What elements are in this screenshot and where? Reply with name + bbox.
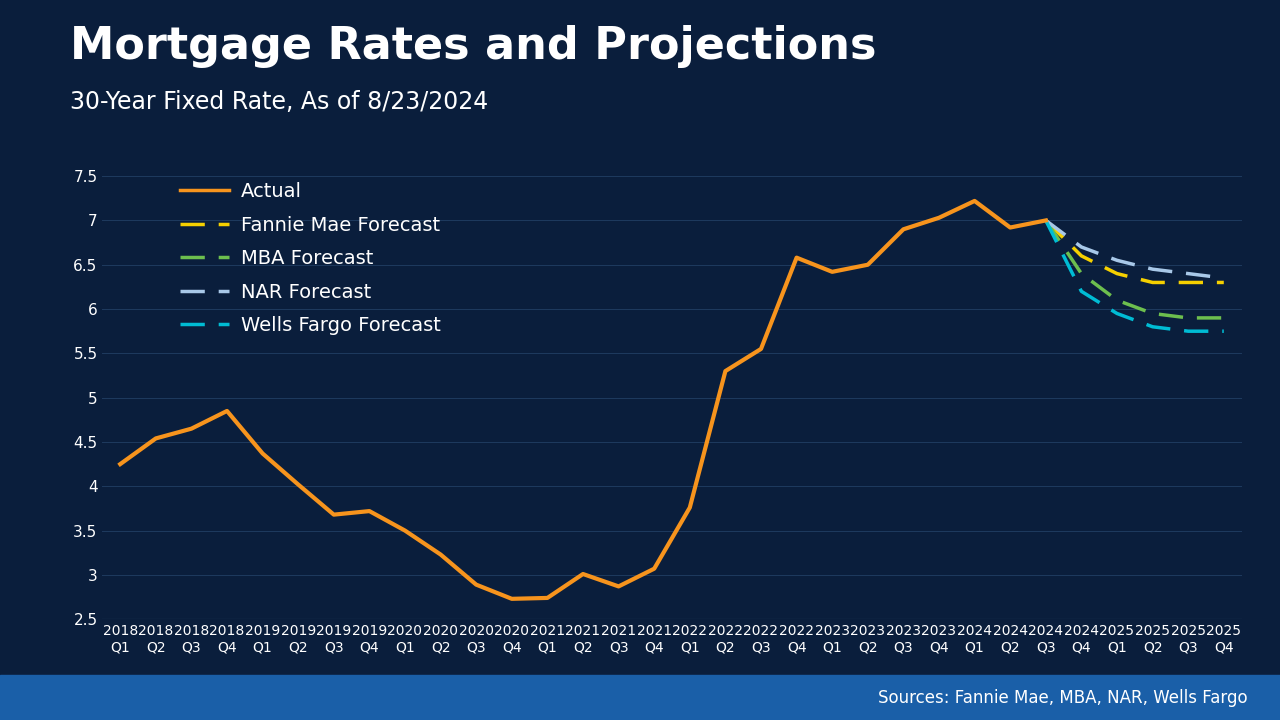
Actual: [860, 261, 876, 269]
Actual: [540, 593, 556, 602]
Actual: [682, 503, 698, 512]
Actual: [504, 595, 520, 603]
Fannie Mae Forecast: [1110, 269, 1125, 278]
Actual: [966, 197, 982, 205]
NAR Forecast: [1180, 269, 1196, 278]
Actual: [291, 480, 306, 489]
MBA Forecast: [1074, 269, 1089, 278]
NAR Forecast: [1074, 243, 1089, 251]
Actual: [611, 582, 626, 590]
Actual: [433, 550, 448, 559]
Actual: [255, 449, 270, 458]
Actual: [1038, 216, 1053, 225]
Actual: [397, 526, 412, 535]
Actual: [184, 424, 200, 433]
Line: MBA Forecast: MBA Forecast: [1046, 220, 1224, 318]
Actual: [219, 407, 234, 415]
Fannie Mae Forecast: [1038, 216, 1053, 225]
Fannie Mae Forecast: [1180, 278, 1196, 287]
Fannie Mae Forecast: [1144, 278, 1160, 287]
Actual: [575, 570, 590, 578]
Actual: [113, 460, 128, 469]
Actual: [1002, 223, 1018, 232]
Wells Fargo Forecast: [1216, 327, 1231, 336]
MBA Forecast: [1216, 314, 1231, 323]
Actual: [148, 434, 164, 443]
Text: Sources: Fannie Mae, MBA, NAR, Wells Fargo: Sources: Fannie Mae, MBA, NAR, Wells Far…: [878, 688, 1248, 707]
Actual: [326, 510, 342, 519]
Fannie Mae Forecast: [1074, 251, 1089, 260]
MBA Forecast: [1144, 309, 1160, 318]
Line: NAR Forecast: NAR Forecast: [1046, 220, 1224, 278]
Fannie Mae Forecast: [1216, 278, 1231, 287]
NAR Forecast: [1144, 265, 1160, 274]
Actual: [646, 564, 662, 573]
Actual: [362, 507, 378, 516]
Legend: Actual, Fannie Mae Forecast, MBA Forecast, NAR Forecast, Wells Fargo Forecast: Actual, Fannie Mae Forecast, MBA Forecas…: [180, 182, 440, 336]
Text: 30-Year Fixed Rate, As of 8/23/2024: 30-Year Fixed Rate, As of 8/23/2024: [70, 90, 489, 114]
Wells Fargo Forecast: [1074, 287, 1089, 296]
Wells Fargo Forecast: [1180, 327, 1196, 336]
Actual: [788, 253, 804, 262]
Line: Fannie Mae Forecast: Fannie Mae Forecast: [1046, 220, 1224, 282]
Line: Wells Fargo Forecast: Wells Fargo Forecast: [1046, 220, 1224, 331]
Actual: [896, 225, 911, 233]
Actual: [824, 268, 840, 276]
MBA Forecast: [1180, 314, 1196, 323]
MBA Forecast: [1038, 216, 1053, 225]
Actual: [754, 345, 769, 354]
Actual: [468, 580, 484, 589]
NAR Forecast: [1216, 274, 1231, 282]
Text: Mortgage Rates and Projections: Mortgage Rates and Projections: [70, 25, 877, 68]
Wells Fargo Forecast: [1144, 323, 1160, 331]
Wells Fargo Forecast: [1038, 216, 1053, 225]
MBA Forecast: [1110, 296, 1125, 305]
NAR Forecast: [1038, 216, 1053, 225]
NAR Forecast: [1110, 256, 1125, 265]
Actual: [932, 213, 947, 222]
Line: Actual: Actual: [120, 201, 1046, 599]
Wells Fargo Forecast: [1110, 309, 1125, 318]
Actual: [718, 366, 733, 375]
